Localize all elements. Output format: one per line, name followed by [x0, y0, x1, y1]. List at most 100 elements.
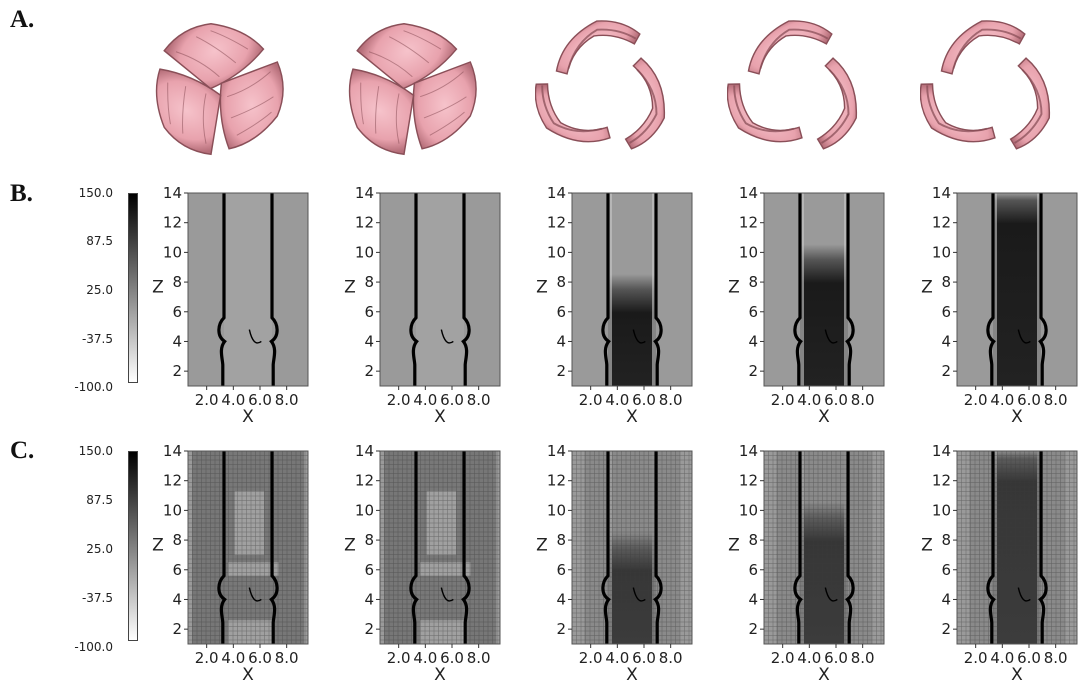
x-tick-label: 4.0 [990, 649, 1014, 667]
x-tick-label: 8.0 [467, 649, 491, 667]
x-tick-label: 2.0 [579, 391, 603, 409]
y-tick-label: 10 [739, 501, 758, 519]
y-tick-label: 2 [556, 362, 566, 380]
valve-image-open [919, 18, 1055, 160]
y-tick-label: 14 [355, 442, 374, 460]
vessel-wall-right [1038, 451, 1048, 644]
x-tick-label: 2.0 [195, 391, 219, 409]
vessel-wall-right [269, 451, 279, 644]
plot-frame [956, 450, 1078, 645]
x-tick-label: 2.0 [387, 649, 411, 667]
valve-leaflet [1009, 57, 1051, 150]
y-tick-label: 10 [547, 243, 566, 261]
plot-frame [379, 192, 501, 387]
mesh-blocks [776, 451, 872, 644]
valve-leaflet [219, 61, 284, 150]
vessel-wall-right [1038, 193, 1048, 386]
y-tick-label: 10 [932, 501, 951, 519]
y-tick-label: 6 [172, 561, 182, 579]
y-tick-label: 14 [355, 184, 374, 202]
x-tick-label: 6.0 [632, 391, 656, 409]
valve-leaflet [155, 68, 222, 156]
y-tick-label: 8 [364, 531, 374, 549]
field-panel: 14 12 10 8 6 4 2 2.0 4.0 6.0 8.0 X Z [335, 184, 515, 428]
y-tick-label: 4 [748, 590, 758, 608]
x-axis-label: X [242, 665, 254, 685]
colorbar-gradient [128, 193, 138, 383]
plot-frame [187, 450, 309, 645]
valve-leaflet [919, 83, 996, 143]
colorbar-tick: 150.0 [78, 444, 113, 458]
y-tick-label: 2 [556, 620, 566, 638]
y-tick-label: 8 [941, 273, 951, 291]
y-tick-label: 10 [163, 501, 182, 519]
valve-leaflet [624, 57, 666, 150]
vessel-wall-left [409, 193, 419, 386]
x-tick-label: 2.0 [195, 649, 219, 667]
x-tick-label: 4.0 [413, 391, 437, 409]
colorbar-gradient [128, 451, 138, 641]
leaflet-trace [1017, 329, 1031, 344]
y-tick-label: 14 [547, 442, 566, 460]
x-tick-label: 2.0 [579, 649, 603, 667]
colorbar-tick: -100.0 [74, 640, 113, 654]
y-tick-label: 2 [941, 620, 951, 638]
y-tick-label: 8 [364, 273, 374, 291]
y-tick-label: 10 [355, 243, 374, 261]
field-panel: 14 12 10 8 6 4 2 2.0 4.0 6.0 8.0 X Z [335, 442, 515, 686]
x-tick-label: 4.0 [605, 649, 629, 667]
y-tick-label: 6 [364, 303, 374, 321]
plot-frame [571, 450, 693, 645]
leaflet-trace [824, 587, 838, 602]
field-panel: 14 12 10 8 6 4 2 2.0 4.0 6.0 8.0 X Z [527, 184, 707, 428]
y-tick-label: 12 [547, 472, 566, 490]
x-tick-label: 6.0 [1017, 649, 1041, 667]
y-tick-label: 6 [364, 561, 374, 579]
x-tick-label: 6.0 [824, 649, 848, 667]
mesh-blocks [969, 451, 1065, 644]
x-tick-label: 8.0 [275, 391, 299, 409]
jet-region [608, 451, 656, 644]
colorbar-tick: -100.0 [74, 380, 113, 394]
x-tick-label: 4.0 [797, 649, 821, 667]
x-tick-label: 4.0 [413, 649, 437, 667]
colorbar-tick: -37.5 [81, 332, 113, 346]
y-tick-label: 6 [172, 303, 182, 321]
leaflet-trace [248, 329, 262, 344]
label-a: A. [10, 6, 35, 33]
valve-leaflet [163, 22, 265, 90]
y-tick-label: 6 [941, 561, 951, 579]
mesh-blocks [584, 451, 680, 644]
x-axis-label: X [818, 665, 830, 685]
y-tick-label: 12 [932, 472, 951, 490]
mesh-grid [380, 451, 500, 644]
y-tick-label: 12 [739, 472, 758, 490]
x-tick-label: 8.0 [1044, 649, 1068, 667]
vessel-wall-left [217, 451, 227, 644]
y-tick-label: 8 [748, 531, 758, 549]
y-tick-label: 2 [172, 362, 182, 380]
valve-leaflet [816, 57, 858, 150]
y-tick-label: 14 [163, 184, 182, 202]
y-tick-label: 12 [355, 214, 374, 232]
plot-frame [763, 450, 885, 645]
x-tick-label: 6.0 [1017, 391, 1041, 409]
y-axis-label: Z [728, 535, 740, 555]
vessel-wall-right [461, 451, 471, 644]
colorbar-tick: 25.0 [86, 283, 113, 297]
x-tick-label: 8.0 [275, 649, 299, 667]
x-tick-label: 4.0 [221, 391, 245, 409]
colorbar-tick: 87.5 [86, 493, 113, 507]
vessel-wall-left [793, 451, 803, 644]
x-tick-label: 8.0 [851, 391, 875, 409]
plot-frame [187, 192, 309, 387]
x-tick-label: 8.0 [659, 649, 683, 667]
y-tick-label: 4 [556, 332, 566, 350]
x-tick-label: 8.0 [467, 391, 491, 409]
valve-image-closed [150, 18, 285, 160]
y-tick-label: 10 [739, 243, 758, 261]
field-panel: 14 12 10 8 6 4 2 2.0 4.0 6.0 8.0 X Z [527, 442, 707, 686]
vessel-wall-left [217, 193, 227, 386]
vessel-wall-left [986, 193, 996, 386]
x-tick-label: 6.0 [824, 391, 848, 409]
